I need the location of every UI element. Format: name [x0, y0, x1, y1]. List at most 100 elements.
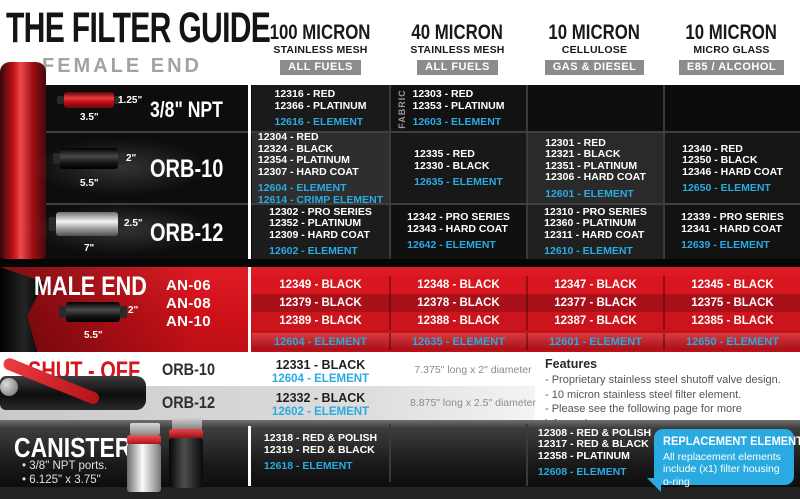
- orb12-filter-silver-photo: [49, 212, 125, 236]
- row-label-an08: AN-08: [166, 295, 211, 312]
- dim-height: 1.25": [118, 95, 143, 106]
- part-numbers: 12303 - RED 12353 - PLATINUM: [412, 88, 505, 112]
- table-cell: FABRIC 12303 - RED 12353 - PLATINUM 1260…: [389, 85, 526, 133]
- divider: [248, 267, 251, 352]
- element-numbers: 12608 - ELEMENT: [537, 466, 627, 478]
- column-media: MICRO GLASS: [693, 44, 770, 56]
- part-numbers: 12304 - RED 12324 - BLACK 12354 - PLATIN…: [257, 131, 359, 178]
- canister-cell: 12318 - RED & POLISH 12319 - RED & BLACK…: [252, 422, 389, 484]
- column-media: STAINLESS MESH: [410, 44, 505, 56]
- column-header-40-micron: 40 MICRON STAINLESS MESH ALL FUELS: [389, 22, 526, 75]
- part-number: 12331 - BLACK: [275, 358, 366, 372]
- page-title: THE FILTER GUIDE: [6, 4, 271, 52]
- red-filter-photo: [0, 62, 46, 259]
- table-cell-empty: [663, 85, 800, 133]
- part-number: 12385 - BLACK: [663, 312, 800, 330]
- element-number: 12650 - ELEMENT: [663, 333, 800, 350]
- part-number: 12387 - BLACK: [526, 312, 663, 330]
- fuel-badge: ALL FUELS: [280, 60, 361, 75]
- element-numbers: 12601 - ELEMENT: [545, 187, 634, 200]
- part-numbers: 12310 - PRO SERIES 12360 - PLATINUM 1231…: [544, 205, 647, 241]
- fabric-label: FABRIC: [396, 89, 407, 129]
- table-cell: 12301 - RED 12321 - BLACK 12351 - PLATIN…: [526, 133, 663, 205]
- part-number: 12349 - BLACK: [279, 279, 362, 291]
- male-row-an08: 12379 - BLACK 12378 - BLACK 12377 - BLAC…: [252, 294, 800, 312]
- part-numbers: 12318 - RED & POLISH 12319 - RED & BLACK: [263, 432, 378, 456]
- part-number: 12389 - BLACK: [279, 315, 362, 327]
- part-number: 12332 - BLACK: [275, 391, 366, 405]
- element-numbers: 12642 - ELEMENT: [407, 239, 496, 252]
- divider: [0, 259, 800, 267]
- element-number: 12604 - ELEMENT: [274, 335, 367, 348]
- table-cell: 12302 - PRO SERIES 12352 - PLATINUM 1230…: [252, 205, 389, 259]
- part-number: 12345 - BLACK: [663, 276, 800, 294]
- canister-specs: • 3/8" NPT ports. • 6.125" x 3.75": [22, 460, 108, 486]
- table-cell: 12310 - PRO SERIES 12360 - PLATINUM 1231…: [526, 205, 663, 259]
- table-cell: 12342 - PRO SERIES 12343 - HARD COAT 126…: [389, 205, 526, 259]
- size-note: 7.375" long x 2" diameter: [414, 364, 532, 376]
- canister-cell: 12308 - RED & POLISH 12317 - RED & BLACK…: [526, 420, 663, 486]
- column-micron: 10 MICRON: [685, 21, 778, 44]
- divider: [46, 203, 800, 205]
- element-numbers: 12610 - ELEMENT: [544, 245, 633, 257]
- canister-red-cap: [127, 435, 161, 445]
- part-numbers: 12339 - PRO SERIES 12341 - HARD COAT: [681, 211, 784, 235]
- photo-glow: [20, 134, 220, 200]
- part-number: 12375 - BLACK: [663, 294, 800, 312]
- part-numbers: 12302 - PRO SERIES 12352 - PLATINUM 1230…: [269, 205, 372, 241]
- canister-red-cap: [169, 429, 203, 439]
- bottom-bar: [0, 487, 800, 499]
- element-number: 12602 - ELEMENT: [271, 406, 370, 418]
- features-title: Features: [545, 357, 598, 371]
- male-filter-black-photo: [59, 302, 127, 322]
- row-label-an06: AN-06: [166, 277, 211, 294]
- element-numbers: 12639 - ELEMENT: [681, 239, 770, 252]
- part-number: 12378 - BLACK: [389, 294, 526, 312]
- row-label-orb10: ORB-10: [162, 360, 216, 379]
- column-header-10-micron-cellulose: 10 MICRON CELLULOSE GAS & DIESEL: [526, 22, 663, 75]
- part-numbers: 12301 - RED 12321 - BLACK 12351 - PLATIN…: [545, 136, 646, 184]
- column-header-10-micron-microglass: 10 MICRON MICRO GLASS E85 / ALCOHOL: [663, 22, 800, 75]
- fuel-badge: ALL FUELS: [417, 60, 498, 75]
- column-media: CELLULOSE: [561, 44, 628, 56]
- column-micron: 40 MICRON: [411, 21, 504, 44]
- part-number: 12348 - BLACK: [389, 276, 526, 294]
- canister-bracket: [172, 418, 202, 430]
- element-number: 12635 - ELEMENT: [389, 333, 526, 350]
- element-number: 12604 - ELEMENT: [271, 373, 370, 385]
- part-number: 12347 - BLACK: [526, 276, 663, 294]
- element-numbers: 12618 - ELEMENT: [263, 460, 353, 473]
- part-number: 12377 - BLACK: [526, 294, 663, 312]
- canister-black-photo: [169, 438, 203, 488]
- table-cell: 12335 - RED 12330 - BLACK 12635 - ELEMEN…: [389, 133, 526, 205]
- row-label: ORB-12: [150, 219, 224, 247]
- shutoff-lever-pivot: [0, 378, 18, 396]
- divider: [248, 426, 251, 486]
- divider: [46, 131, 800, 133]
- part-number: 12388 - BLACK: [389, 312, 526, 330]
- shutoff-orb12-cell: 12332 - BLACK 12602 - ELEMENT: [252, 391, 389, 419]
- element-numbers: 12604 - ELEMENT 12614 - CRIMP ELEMENT: [257, 182, 384, 206]
- npt-filter-red-photo: [57, 92, 121, 108]
- male-row-an10: 12389 - BLACK 12388 - BLACK 12387 - BLAC…: [252, 312, 800, 330]
- callout-tail: [647, 478, 661, 492]
- column-micron: 100 MICRON: [270, 21, 371, 44]
- dim-height: 2": [126, 153, 137, 164]
- row-label-an10: AN-10: [166, 313, 211, 330]
- part-numbers: 12335 - RED 12330 - BLACK: [414, 148, 490, 172]
- table-cell: 12304 - RED 12324 - BLACK 12354 - PLATIN…: [252, 131, 389, 206]
- element-numbers: 12635 - ELEMENT: [414, 176, 503, 189]
- dim-length: 5.5": [84, 330, 103, 341]
- element-numbers: 12602 - ELEMENT: [269, 245, 358, 257]
- table-cell: 12316 - RED 12366 - PLATINUM 12616 - ELE…: [252, 85, 389, 133]
- table-cell-empty: [526, 85, 663, 133]
- canister-silver-photo: [127, 444, 161, 492]
- row-label: ORB-10: [150, 155, 224, 183]
- table-cell: 12339 - PRO SERIES 12341 - HARD COAT 126…: [663, 205, 800, 259]
- divider: [526, 424, 528, 486]
- part-numbers: 12342 - PRO SERIES 12343 - HARD COAT: [407, 211, 510, 235]
- part-numbers: 12340 - RED 12350 - BLACK 12346 - HARD C…: [682, 142, 783, 178]
- column-micron: 10 MICRON: [548, 21, 641, 44]
- callout-title: REPLACEMENT ELEMENTS: [663, 434, 800, 448]
- callout-body: All replacement elements include (x1) fi…: [663, 450, 781, 488]
